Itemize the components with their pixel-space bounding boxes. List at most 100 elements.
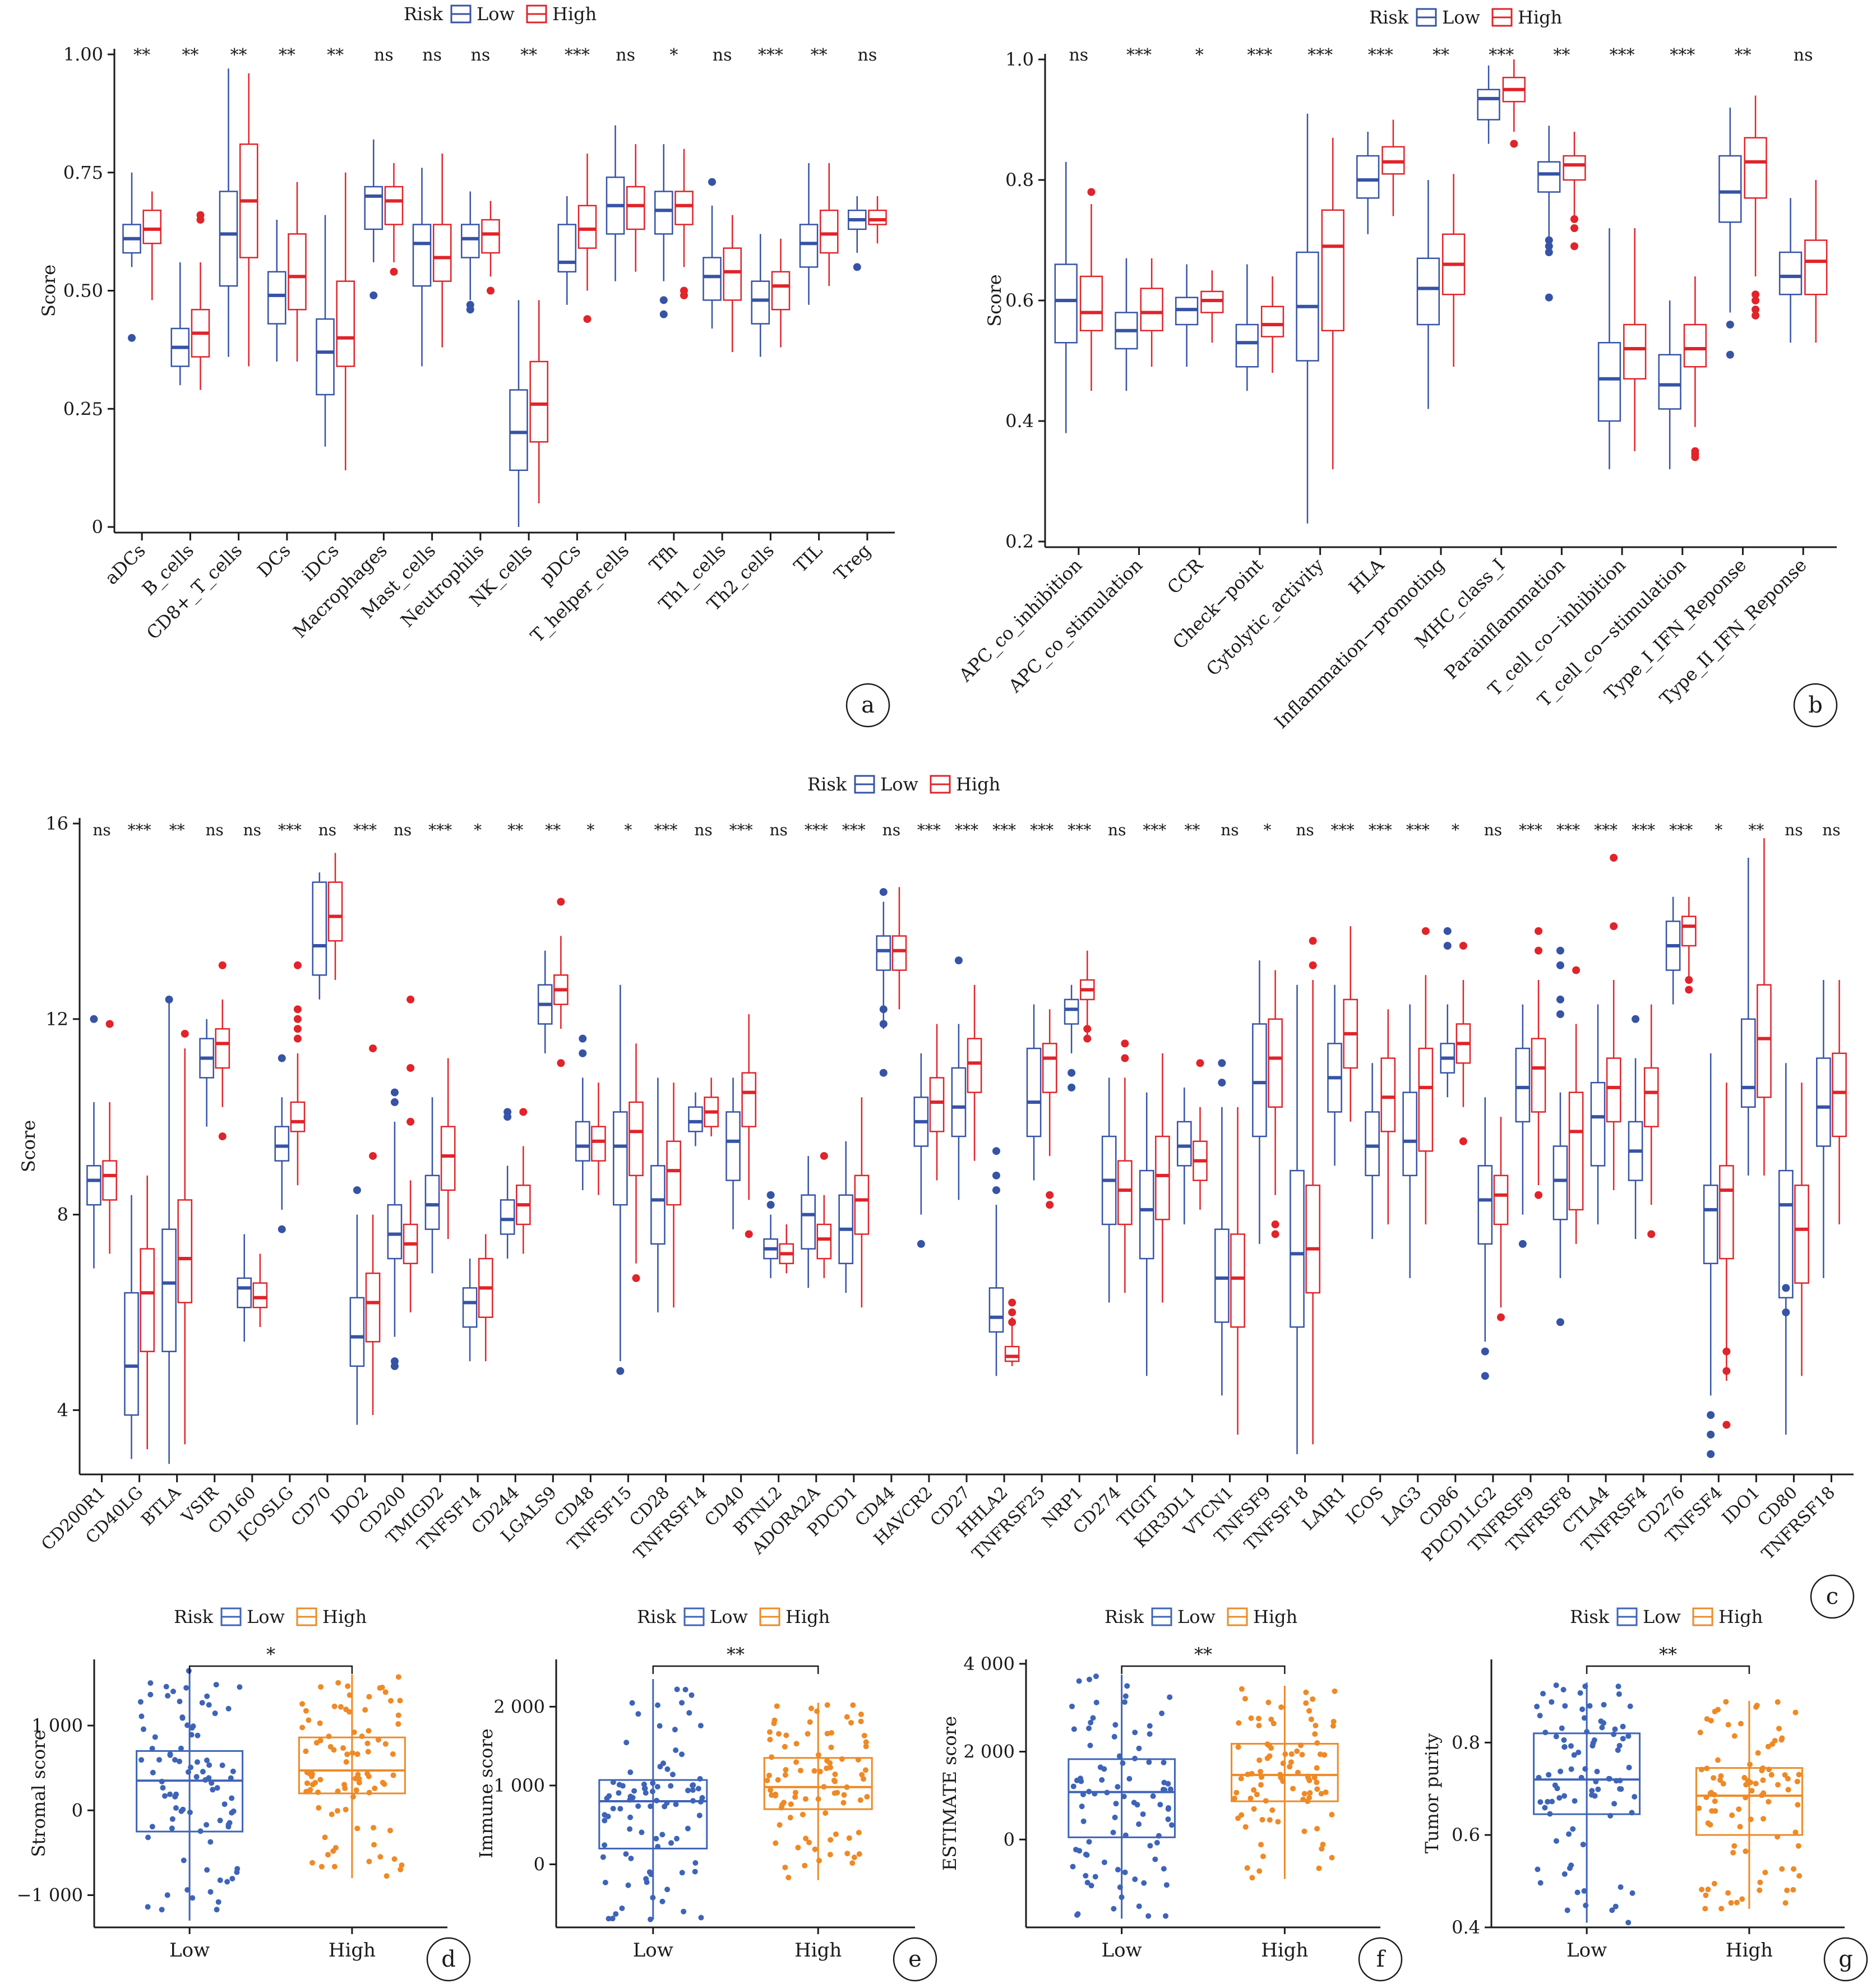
y-axis-label: Stromal score	[28, 1729, 49, 1857]
outlier-low	[879, 888, 888, 896]
outlier-low	[390, 1088, 399, 1097]
jitter-point-high	[1310, 1696, 1316, 1702]
jitter-point-high	[1254, 1791, 1260, 1797]
jitter-point-high	[372, 1785, 378, 1791]
outlier-high	[1752, 311, 1760, 320]
jitter-point-high	[331, 1703, 338, 1709]
outlier-low	[1556, 946, 1564, 955]
jitter-point-low	[673, 1801, 679, 1807]
jitter-point-high	[382, 1689, 389, 1695]
jitter-point-high	[792, 1789, 798, 1796]
jitter-point-low	[204, 1867, 210, 1873]
jitter-point-high	[1794, 1778, 1800, 1784]
jitter-point-low	[150, 1769, 156, 1775]
legend: Risk Low High	[1369, 7, 1562, 28]
jitter-point-high	[306, 1770, 312, 1777]
legend-high-label: High	[956, 774, 1000, 795]
jitter-point-high	[366, 1694, 372, 1700]
jitter-point-high	[1718, 1906, 1725, 1912]
jitter-point-low	[1165, 1806, 1171, 1812]
significance-label: *	[474, 821, 482, 839]
jitter-point-high	[863, 1743, 869, 1750]
significance-label: **	[1659, 1644, 1677, 1665]
significance-label: **	[169, 821, 185, 839]
box-group-DCs	[267, 182, 307, 362]
y-tick-label: 1 000	[31, 1715, 83, 1736]
jitter-point-low	[1099, 1777, 1105, 1783]
significance-label: ns	[1221, 821, 1239, 839]
jitter-point-high	[1696, 1805, 1702, 1811]
outlier-high	[218, 961, 227, 969]
jitter-point-high	[1725, 1890, 1731, 1896]
jitter-point-high	[780, 1800, 787, 1806]
significance-label: **	[1734, 45, 1751, 65]
jitter-point-high	[839, 1756, 845, 1762]
jitter-point-high	[1703, 1892, 1709, 1898]
jitter-point-low	[1157, 1801, 1163, 1807]
box-low	[1365, 1111, 1380, 1177]
legend-low-label: Low	[247, 1606, 285, 1627]
jitter-point-high	[1251, 1787, 1257, 1793]
jitter-point-low	[1076, 1678, 1082, 1684]
significance-label: ns	[858, 45, 877, 65]
jitter-point-low	[600, 1854, 606, 1860]
jitter-point-low	[616, 1790, 622, 1796]
box-low	[500, 1199, 515, 1235]
box-high	[102, 1160, 117, 1201]
box-group-Th1_cells	[703, 178, 742, 353]
jitter-point-high	[322, 1834, 328, 1840]
jitter-point-high	[808, 1705, 814, 1712]
significance-label: ns	[243, 821, 261, 839]
jitter-point-high	[768, 1787, 774, 1793]
box-group-ICOSLG	[274, 961, 306, 1233]
significance-label: ***	[278, 821, 302, 839]
jitter-point-low	[1124, 1683, 1130, 1689]
outlier-high	[105, 1020, 114, 1028]
jitter-point-low	[1553, 1733, 1559, 1740]
outlier-low	[879, 1069, 888, 1077]
box-group-CD80	[1778, 1063, 1809, 1435]
jitter-point-high	[1299, 1751, 1305, 1758]
jitter-point-low	[627, 1826, 633, 1832]
jitter-point-high	[1255, 1715, 1262, 1722]
panel-f-letter-circle	[1358, 1937, 1403, 1982]
jitter-point-low	[623, 1740, 630, 1746]
legend-low-label: Low	[880, 774, 918, 795]
box-group-TNFSF4	[1703, 1053, 1734, 1458]
y-tick-label: 8	[57, 1204, 68, 1225]
jitter-point-low	[1537, 1880, 1544, 1886]
box-high	[1305, 1185, 1320, 1294]
outlier-high	[632, 1274, 640, 1282]
outlier-low	[1068, 1083, 1076, 1092]
jitter-point-low	[1560, 1687, 1567, 1693]
jitter-point-low	[1575, 1749, 1582, 1755]
jitter-point-high	[1290, 1786, 1296, 1792]
box-group-TNFSF9	[1252, 960, 1283, 1244]
jitter-point-high	[377, 1685, 383, 1691]
jitter-point-high	[335, 1808, 340, 1814]
x-tick-label: High	[794, 1939, 842, 1962]
y-tick-label: 1 000	[493, 1775, 545, 1796]
outlier-low	[992, 1147, 1000, 1155]
box-high	[1117, 1160, 1133, 1225]
jitter-point-high	[366, 1728, 372, 1734]
jitter-point-low	[1599, 1724, 1605, 1731]
jitter-point-low	[1092, 1874, 1098, 1880]
jitter-point-high	[828, 1744, 834, 1750]
jitter-point-high	[857, 1797, 863, 1803]
jitter-point-high	[766, 1729, 773, 1735]
jitter-point-high	[398, 1866, 404, 1872]
jitter-point-low	[1562, 1703, 1568, 1709]
jitter-point-low	[1566, 1831, 1572, 1837]
jitter-point-low	[1115, 1867, 1121, 1873]
jitter-point-high	[325, 1852, 331, 1858]
box-high	[666, 1140, 681, 1206]
significance-label: ns	[769, 821, 787, 839]
panel-e: 0 1 000 2 000 Immune score Risk Low High Low Hig…	[475, 1606, 937, 1982]
y-tick-label: −1 000	[17, 1885, 83, 1906]
jitter-point-high	[1303, 1700, 1309, 1706]
significance-label: **	[545, 821, 561, 839]
jitter-point-low	[1161, 1779, 1167, 1786]
jitter-point-high	[856, 1829, 862, 1835]
